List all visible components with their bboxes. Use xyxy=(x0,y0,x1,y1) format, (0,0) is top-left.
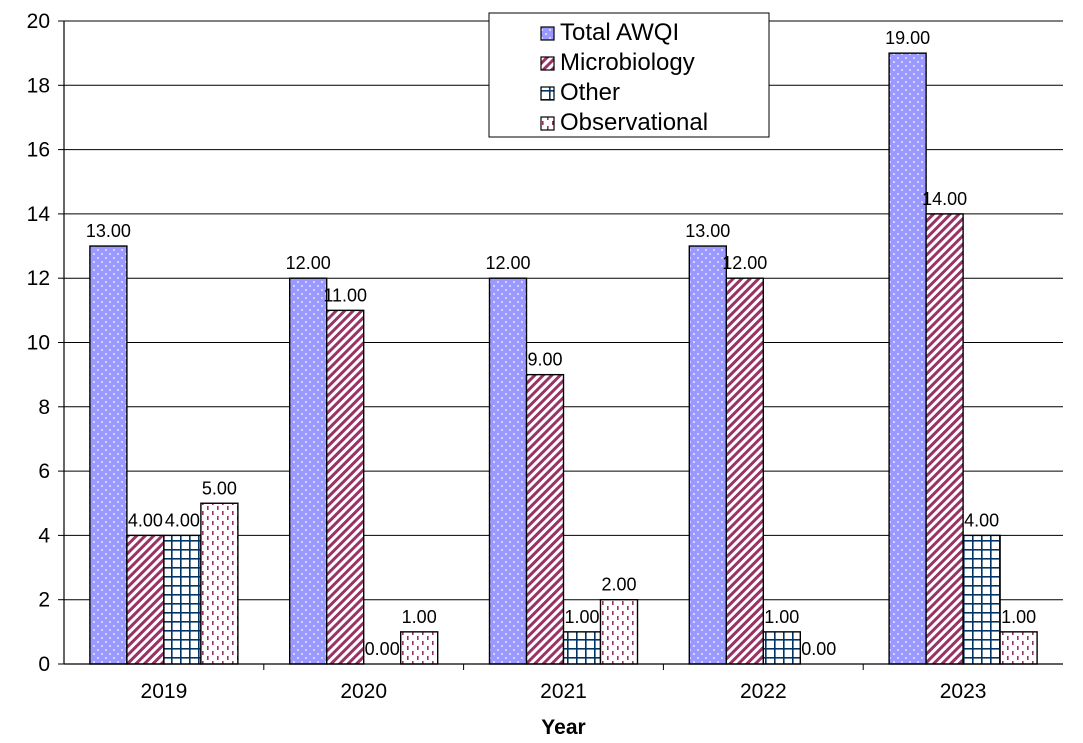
bar xyxy=(762,631,801,665)
bar xyxy=(163,534,202,665)
legend: Total AWQI Microbiology Other Observational xyxy=(488,12,770,138)
bar xyxy=(725,277,764,665)
x-axis-title: Year xyxy=(541,716,585,738)
legend-box xyxy=(488,12,770,138)
x-tick-label: 2019 xyxy=(141,680,188,703)
data-label: 11.00 xyxy=(323,285,367,305)
y-tick-label: 18 xyxy=(27,74,50,97)
y-tick-label: 0 xyxy=(38,653,50,676)
data-labels: 13.004.00 4.005.0012.0011.000.001.0012.00… xyxy=(86,28,1036,659)
y-tick-label: 10 xyxy=(27,332,50,355)
y-tick-label: 6 xyxy=(38,460,50,483)
y-tick-label: 4 xyxy=(38,524,50,547)
data-label: 13.00 xyxy=(685,221,730,241)
legend-label: Other xyxy=(560,79,620,106)
bar xyxy=(200,502,239,665)
y-tick-label: 16 xyxy=(27,139,50,162)
bar xyxy=(962,534,1001,665)
bar xyxy=(688,245,727,665)
axes: 0 2 4 6 8 10 12 14 16 18 20 2019 2020 2021 2022 2023 Yea… xyxy=(27,10,1063,739)
x-tick-label: 2021 xyxy=(540,680,587,703)
data-label: 0.00 xyxy=(365,639,400,659)
bar xyxy=(400,631,439,665)
bar xyxy=(326,309,365,665)
bar xyxy=(888,52,927,665)
data-label: 1.00 xyxy=(564,607,599,627)
bar xyxy=(289,277,328,665)
bar xyxy=(999,631,1038,665)
legend-label: Observational xyxy=(560,109,708,136)
data-label: 1.00 xyxy=(1001,607,1036,627)
bar xyxy=(925,213,964,665)
legend-label: Total AWQI xyxy=(560,19,679,46)
data-label: 14.00 xyxy=(922,189,967,209)
data-label: 12.00 xyxy=(485,253,530,273)
data-label: 4.00 xyxy=(128,510,163,530)
y-tick-label: 8 xyxy=(38,396,50,419)
legend-swatch xyxy=(540,56,555,71)
data-label: 19.00 xyxy=(885,28,930,48)
bar xyxy=(126,534,165,665)
bar xyxy=(562,631,602,665)
x-tick-label: 2022 xyxy=(740,680,787,703)
data-label: 12.00 xyxy=(722,253,767,273)
y-tick-label: 12 xyxy=(27,267,50,290)
y-tick-label: 20 xyxy=(27,10,50,33)
bar xyxy=(525,373,565,665)
legend-swatch xyxy=(540,26,555,41)
data-label: 12.00 xyxy=(286,253,331,273)
data-label: 2.00 xyxy=(601,575,636,595)
data-label: 13.00 xyxy=(86,221,131,241)
x-tick-label: 2020 xyxy=(340,680,387,703)
bar xyxy=(89,245,128,665)
legend-swatch xyxy=(540,116,555,131)
data-label: 4.00 xyxy=(165,510,200,530)
legend-label: Microbiology xyxy=(560,49,695,76)
x-tick-label: 2023 xyxy=(940,680,987,703)
data-label: 4.00 xyxy=(964,510,999,530)
data-label: 1.00 xyxy=(402,607,437,627)
bar xyxy=(599,599,639,665)
data-label: 5.00 xyxy=(202,478,237,498)
y-tick-label: 2 xyxy=(38,589,50,612)
bars xyxy=(89,52,1038,665)
data-label: 9.00 xyxy=(527,350,562,370)
data-label: 1.00 xyxy=(764,607,799,627)
legend-swatch xyxy=(540,86,555,101)
data-label: 0.00 xyxy=(801,639,836,659)
y-tick-label: 14 xyxy=(27,203,51,226)
bar xyxy=(488,277,528,665)
